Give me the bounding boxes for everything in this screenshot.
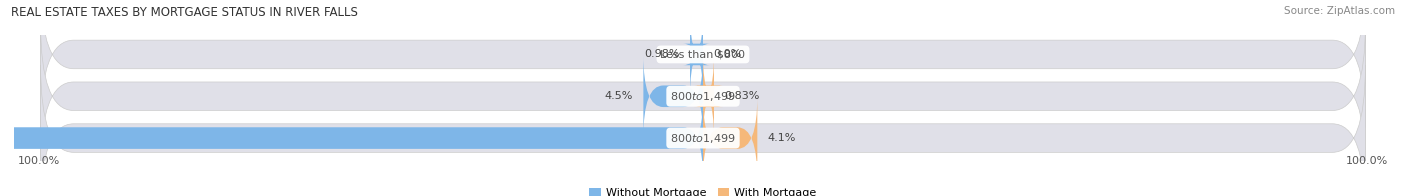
FancyBboxPatch shape [644,55,703,138]
Text: 0.0%: 0.0% [714,49,742,59]
Text: Less than $800: Less than $800 [661,49,745,59]
FancyBboxPatch shape [0,97,703,180]
FancyBboxPatch shape [695,55,723,138]
Text: $800 to $1,499: $800 to $1,499 [671,132,735,145]
Legend: Without Mortgage, With Mortgage: Without Mortgage, With Mortgage [585,184,821,196]
FancyBboxPatch shape [41,65,1365,196]
Text: 4.5%: 4.5% [605,91,633,101]
Text: 100.0%: 100.0% [1346,156,1388,166]
Text: 0.83%: 0.83% [724,91,761,101]
FancyBboxPatch shape [683,13,710,96]
FancyBboxPatch shape [41,0,1365,127]
FancyBboxPatch shape [41,24,1365,169]
Text: $800 to $1,499: $800 to $1,499 [671,90,735,103]
Text: 0.98%: 0.98% [644,49,679,59]
Text: REAL ESTATE TAXES BY MORTGAGE STATUS IN RIVER FALLS: REAL ESTATE TAXES BY MORTGAGE STATUS IN … [11,6,359,19]
Text: 100.0%: 100.0% [18,156,60,166]
Text: 4.1%: 4.1% [768,133,796,143]
Text: Source: ZipAtlas.com: Source: ZipAtlas.com [1284,6,1395,16]
FancyBboxPatch shape [703,97,758,180]
